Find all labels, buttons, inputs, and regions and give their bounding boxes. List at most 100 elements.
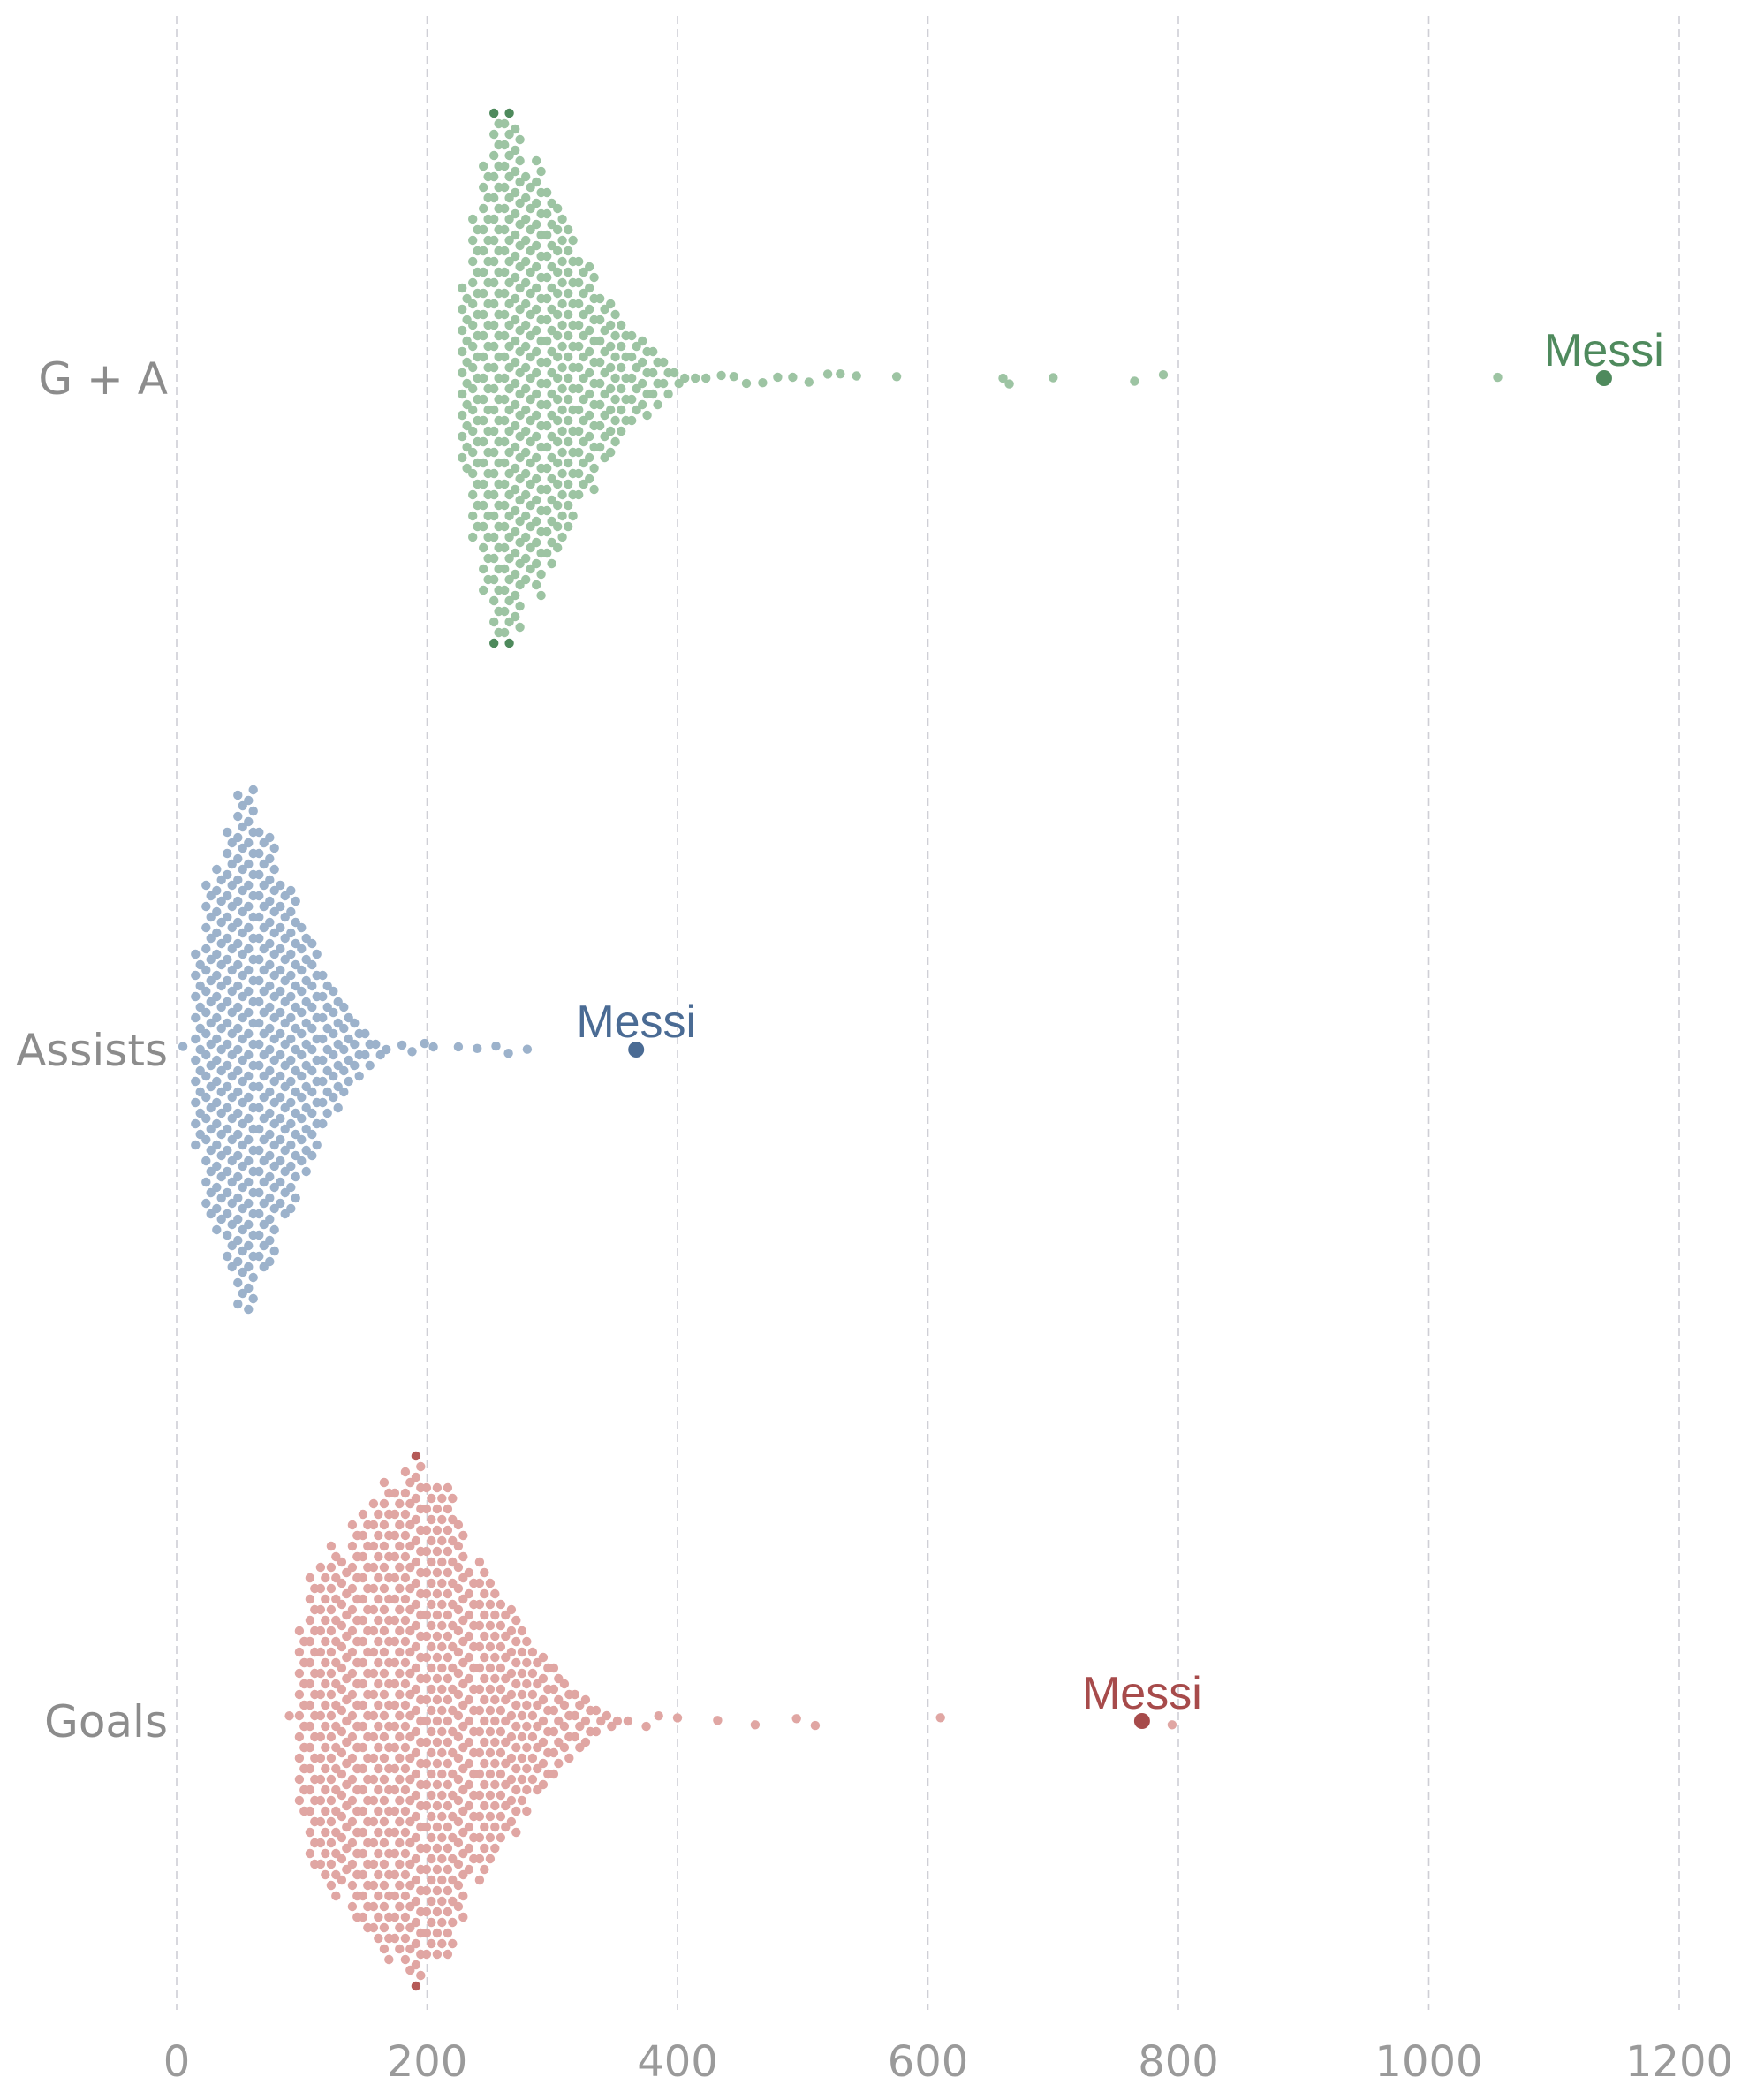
data-point	[212, 1055, 222, 1065]
data-point	[549, 1684, 559, 1694]
data-point	[532, 325, 541, 336]
grid-lines	[176, 16, 1680, 2010]
data-point	[301, 1081, 311, 1092]
data-point	[342, 1801, 352, 1811]
data-point	[542, 527, 552, 537]
data-point	[244, 922, 254, 933]
data-point	[395, 1774, 405, 1785]
data-point	[321, 1636, 330, 1647]
data-point	[244, 1007, 254, 1018]
data-point	[511, 1636, 521, 1647]
data-point	[269, 928, 279, 938]
data-point	[337, 1620, 347, 1631]
data-point	[458, 431, 467, 442]
data-point	[427, 1557, 436, 1567]
data-point	[549, 1769, 559, 1779]
data-point	[223, 891, 232, 901]
data-point	[244, 965, 254, 975]
data-point	[206, 1187, 216, 1198]
data-point	[458, 1785, 468, 1795]
data-point	[344, 1076, 353, 1087]
data-point	[374, 1636, 383, 1647]
data-point	[286, 1161, 296, 1171]
data-point	[265, 1256, 275, 1267]
data-point	[458, 1636, 468, 1647]
data-point	[379, 1753, 390, 1763]
data-point	[496, 1747, 506, 1758]
data-point	[517, 1753, 527, 1763]
data-point	[496, 1620, 506, 1631]
data-point	[485, 1811, 496, 1822]
data-point	[379, 1498, 390, 1509]
outlier-point	[891, 372, 902, 382]
data-point	[617, 405, 626, 415]
data-point	[554, 1737, 564, 1747]
data-point	[212, 1012, 222, 1023]
data-point	[506, 1668, 517, 1679]
data-point	[379, 1901, 390, 1912]
data-point	[297, 1092, 307, 1103]
data-point	[326, 1816, 337, 1827]
data-point	[350, 1060, 360, 1071]
outlier-point	[804, 377, 814, 387]
data-point	[307, 1108, 317, 1118]
data-point	[511, 272, 520, 283]
data-point	[254, 1209, 264, 1219]
data-point	[458, 304, 467, 315]
data-point	[276, 1071, 285, 1081]
data-point	[453, 1753, 464, 1763]
data-point	[432, 1588, 443, 1599]
data-point	[305, 1827, 315, 1838]
data-point	[212, 906, 222, 917]
data-point	[453, 1880, 464, 1891]
data-point	[390, 1806, 400, 1816]
data-point	[504, 405, 514, 415]
data-point	[554, 1673, 564, 1684]
data-point	[564, 352, 573, 362]
data-point	[265, 1193, 275, 1203]
data-point	[291, 959, 300, 970]
data-point	[511, 463, 520, 474]
data-point	[269, 885, 279, 896]
data-point	[191, 1076, 201, 1087]
data-point	[216, 1044, 226, 1055]
data-point	[574, 299, 584, 309]
data-point	[233, 1235, 243, 1246]
data-point	[511, 315, 520, 325]
data-point	[532, 410, 541, 421]
data-point	[307, 981, 317, 991]
data-point	[515, 580, 525, 590]
data-point	[331, 1573, 341, 1583]
data-point	[515, 325, 525, 336]
data-point	[216, 875, 226, 885]
data-point	[238, 1034, 247, 1044]
data-point	[479, 542, 488, 553]
data-point	[575, 1700, 585, 1710]
data-point	[227, 859, 237, 869]
data-point	[347, 1816, 358, 1827]
x-tick-label: 0	[163, 2037, 191, 2087]
data-point	[223, 912, 232, 922]
data-point	[400, 1700, 411, 1710]
data-point	[368, 1541, 379, 1551]
data-point	[342, 1864, 352, 1875]
data-point	[585, 325, 594, 336]
data-point	[227, 1219, 237, 1230]
data-point	[557, 256, 567, 267]
data-point	[368, 1816, 379, 1827]
data-point	[448, 1514, 458, 1525]
data-point	[395, 1583, 405, 1594]
data-point	[291, 1087, 300, 1097]
data-point	[659, 357, 669, 368]
data-point	[342, 1588, 352, 1599]
data-point	[533, 1785, 542, 1795]
data-point	[589, 484, 599, 495]
data-point	[501, 1758, 511, 1769]
data-point	[585, 431, 594, 442]
data-point	[448, 1535, 458, 1546]
data-point	[448, 1705, 458, 1716]
data-point	[379, 1520, 390, 1530]
data-point	[458, 452, 467, 463]
data-point	[305, 1785, 315, 1795]
data-point	[542, 187, 552, 198]
